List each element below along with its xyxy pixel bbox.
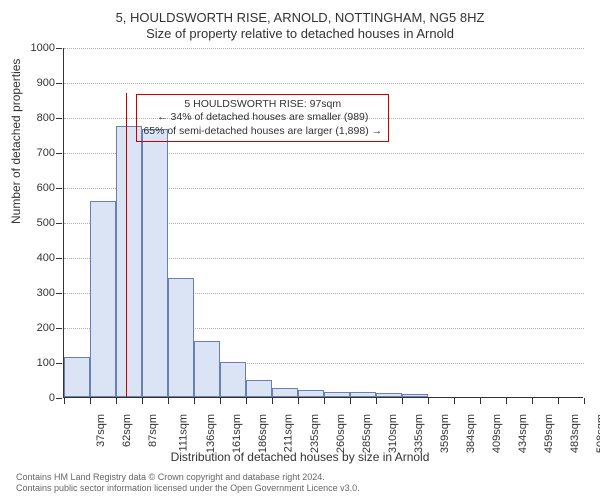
histogram-bar <box>220 362 246 397</box>
x-tick-label: 409sqm <box>491 414 503 453</box>
plot-area: 0100200300400500600700800900100037sqm62s… <box>63 48 583 398</box>
y-tick-label: 700 <box>15 147 55 159</box>
gridline <box>64 83 584 84</box>
reference-marker <box>126 93 127 398</box>
y-tick-label: 900 <box>15 77 55 89</box>
y-tick <box>56 398 62 399</box>
histogram-bar <box>298 390 324 397</box>
histogram-bar <box>90 201 116 397</box>
x-tick-label: 211sqm <box>282 414 294 452</box>
x-tick-label: 235sqm <box>309 414 321 453</box>
histogram-bar <box>402 394 428 397</box>
annotation-line1: 5 HOULDSWORTH RISE: 97sqm <box>143 98 382 112</box>
y-tick-label: 100 <box>15 357 55 369</box>
x-tick <box>246 398 247 404</box>
x-tick-label: 285sqm <box>361 414 373 453</box>
histogram-bar <box>194 341 220 397</box>
x-tick <box>558 398 559 404</box>
x-tick <box>532 398 533 404</box>
y-tick <box>56 363 62 364</box>
y-tick-label: 1000 <box>15 42 55 54</box>
x-tick-label: 62sqm <box>121 414 133 447</box>
x-tick-label: 161sqm <box>231 414 243 453</box>
y-tick-label: 600 <box>15 182 55 194</box>
x-tick <box>480 398 481 404</box>
x-tick-label: 459sqm <box>543 414 555 453</box>
histogram-bar <box>324 392 350 397</box>
x-tick-label: 384sqm <box>465 414 477 453</box>
x-tick-label: 508sqm <box>595 414 600 453</box>
x-axis-label: Distribution of detached houses by size … <box>0 450 600 464</box>
x-tick <box>220 398 221 404</box>
y-tick-label: 300 <box>15 287 55 299</box>
x-tick <box>116 398 117 404</box>
y-tick <box>56 83 62 84</box>
footer-line2: Contains public sector information licen… <box>16 483 360 494</box>
x-tick <box>168 398 169 404</box>
histogram-bar <box>246 380 272 398</box>
x-tick <box>194 398 195 404</box>
x-tick <box>376 398 377 404</box>
x-tick <box>350 398 351 404</box>
annotation-line2: ← 34% of detached houses are smaller (98… <box>143 111 382 125</box>
x-tick <box>64 398 65 404</box>
y-tick <box>56 293 62 294</box>
histogram-bar <box>64 357 90 397</box>
x-tick-label: 87sqm <box>147 414 159 447</box>
y-tick-label: 400 <box>15 252 55 264</box>
x-tick <box>324 398 325 404</box>
y-tick <box>56 188 62 189</box>
x-tick <box>142 398 143 404</box>
x-tick-label: 136sqm <box>205 414 217 453</box>
x-tick-label: 111sqm <box>178 414 190 452</box>
x-tick-label: 37sqm <box>95 414 107 447</box>
histogram-bar <box>142 129 168 397</box>
x-tick-label: 483sqm <box>569 414 581 453</box>
gridline <box>64 48 584 49</box>
footer-line1: Contains HM Land Registry data © Crown c… <box>16 472 360 483</box>
y-tick-label: 200 <box>15 322 55 334</box>
y-tick <box>56 153 62 154</box>
plot-wrap: 0100200300400500600700800900100037sqm62s… <box>63 48 583 398</box>
histogram-bar <box>350 392 376 397</box>
y-tick <box>56 118 62 119</box>
y-tick <box>56 328 62 329</box>
y-tick-label: 0 <box>15 392 55 404</box>
histogram-bar <box>376 393 402 397</box>
y-tick-label: 500 <box>15 217 55 229</box>
x-tick <box>506 398 507 404</box>
x-tick <box>454 398 455 404</box>
x-tick <box>428 398 429 404</box>
histogram-bar <box>168 278 194 397</box>
histogram-bar <box>116 126 142 397</box>
x-tick <box>584 398 585 404</box>
x-tick-label: 335sqm <box>413 414 425 453</box>
x-tick-label: 310sqm <box>387 414 399 453</box>
x-tick <box>402 398 403 404</box>
histogram-bar <box>272 388 298 397</box>
x-tick <box>272 398 273 404</box>
annotation-line3: 65% of semi-detached houses are larger (… <box>143 125 382 139</box>
y-tick <box>56 223 62 224</box>
x-tick <box>90 398 91 404</box>
footer-attribution: Contains HM Land Registry data © Crown c… <box>16 472 360 494</box>
x-tick <box>298 398 299 404</box>
y-tick-label: 800 <box>15 112 55 124</box>
x-tick-label: 186sqm <box>257 414 269 453</box>
x-tick-label: 260sqm <box>335 414 347 453</box>
chart-title-sub: Size of property relative to detached ho… <box>0 25 600 41</box>
chart-title-main: 5, HOULDSWORTH RISE, ARNOLD, NOTTINGHAM,… <box>0 0 600 25</box>
x-tick-label: 359sqm <box>439 414 451 453</box>
y-tick <box>56 258 62 259</box>
x-tick-label: 434sqm <box>517 414 529 453</box>
chart-container: 5, HOULDSWORTH RISE, ARNOLD, NOTTINGHAM,… <box>0 0 600 500</box>
y-tick <box>56 48 62 49</box>
annotation-box: 5 HOULDSWORTH RISE: 97sqm← 34% of detach… <box>136 94 389 143</box>
